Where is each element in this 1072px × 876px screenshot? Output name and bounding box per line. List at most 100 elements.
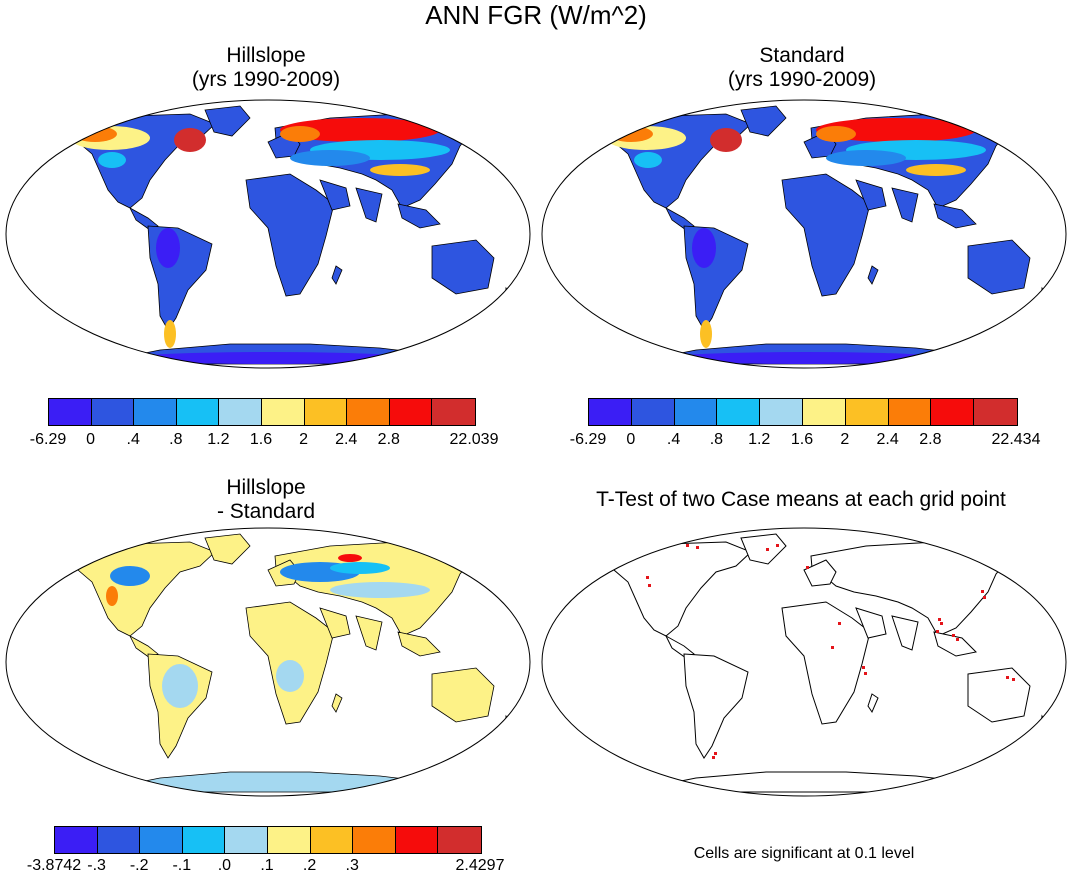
map-field-patch — [609, 126, 653, 142]
continent-arabia — [855, 179, 887, 211]
significant-cell — [938, 618, 941, 621]
continent-antarctica — [103, 771, 441, 793]
continent-seAsia — [397, 631, 441, 657]
continent-india — [355, 615, 383, 651]
continent-australia — [967, 667, 1031, 723]
colorbar-swatch — [888, 399, 932, 425]
colorbar-swatch — [91, 399, 135, 425]
map-field-patch — [280, 126, 320, 142]
colorbar-swatch — [304, 399, 348, 425]
colorbar-tick-label: 22.039 — [449, 431, 499, 448]
colorbar-swatch — [389, 399, 433, 425]
significant-cell — [646, 576, 649, 579]
continent-madagascar — [867, 693, 879, 714]
colorbar-swatch — [267, 827, 311, 853]
continent-africa — [245, 173, 335, 297]
colorbar-tick-label: 2 — [840, 431, 850, 448]
hillslope-title-line1: Hillslope — [226, 44, 306, 67]
colorbar-tick-label: 2.4 — [335, 431, 358, 448]
map-land-group — [605, 533, 1049, 793]
significant-cell — [838, 622, 841, 625]
continent-seAsia — [933, 631, 978, 657]
continent-arabia — [855, 607, 887, 639]
colorbar-tick-label: 0 — [626, 431, 636, 448]
colorbar-tick-label: .8 — [709, 431, 724, 448]
continent-seAsia — [397, 203, 441, 229]
continent-madagascar — [867, 265, 879, 285]
significant-cell — [766, 548, 769, 551]
colorbar-swatch — [182, 827, 226, 853]
colorbar-tick-label: -6.29 — [29, 431, 67, 448]
map-border — [5, 99, 531, 369]
significant-cell — [696, 546, 699, 549]
continent-africa — [781, 173, 871, 297]
colorbar-swatch — [974, 399, 1017, 425]
map-field-patch — [106, 586, 118, 606]
continent-antarctica — [639, 771, 978, 793]
significant-cell — [714, 752, 717, 755]
map-field-patch — [666, 352, 946, 364]
difference-map — [5, 527, 531, 797]
colorbar-swatch — [717, 399, 761, 425]
colorbar-swatch — [802, 399, 846, 425]
colorbar-swatch — [176, 399, 220, 425]
standard-panel-title: Standard (yrs 1990-2009) — [602, 44, 1002, 92]
difference-colorbar-ticks: -3.8742 -.3 -.2 -.1 .0 .1 .2 .3 2.4297 — [27, 856, 505, 876]
map-field-patch — [826, 150, 906, 166]
significant-cell — [862, 666, 865, 669]
map-field-patch — [692, 228, 716, 268]
map-field-patch — [164, 320, 176, 348]
colorbar-tick-label: .4 — [126, 431, 140, 448]
continent-india — [891, 187, 919, 223]
significant-cell — [806, 566, 809, 569]
map-field-patch — [816, 126, 856, 142]
map-field-patch — [110, 566, 150, 586]
colorbar-swatch — [760, 399, 803, 425]
map-land-group — [69, 533, 513, 793]
hillslope-colorbar — [48, 398, 476, 426]
standard-title-line1: Standard — [759, 44, 845, 67]
map-field-patch — [330, 582, 430, 598]
continent-seAsia — [933, 203, 977, 229]
colorbar-swatch — [97, 827, 141, 853]
colorbar-swatch — [589, 399, 632, 425]
colorbar-tick-label: -.2 — [129, 857, 149, 874]
continent-madagascar — [331, 693, 343, 713]
colorbar-swatch — [347, 399, 390, 425]
ttest-panel-title: T-Test of two Case means at each grid po… — [486, 488, 1072, 512]
continent-greenland — [204, 105, 251, 137]
colorbar-swatch — [631, 399, 675, 425]
map-field-patch — [162, 664, 198, 708]
continent-northAmerica — [69, 113, 216, 209]
map-field-patch — [370, 164, 430, 176]
standard-colorbar-ticks: -6.29 0 .4 .8 1.2 1.6 2 2.4 2.8 22.434 — [570, 430, 1041, 450]
colorbar-tick-label: 2.4297 — [455, 857, 505, 874]
significant-cell — [648, 584, 651, 587]
continent-northAmerica — [605, 541, 752, 637]
significant-cell — [1006, 676, 1009, 679]
colorbar-swatch — [432, 399, 475, 425]
colorbar-swatch — [134, 399, 177, 425]
ttest-title-text: T-Test of two Case means at each grid po… — [596, 488, 1006, 511]
colorbar-swatch — [49, 399, 92, 425]
map-field-patch — [906, 164, 966, 176]
colorbar-tick-label: -.1 — [172, 857, 192, 874]
colorbar-swatch — [55, 827, 98, 853]
continent-india — [891, 615, 919, 651]
significant-cell — [831, 646, 834, 649]
hillslope-panel-title: Hillslope (yrs 1990-2009) — [66, 44, 466, 92]
colorbar-tick-label: .2 — [302, 857, 317, 874]
colorbar-tick-label: 1.2 — [207, 431, 230, 448]
continent-arabia — [319, 607, 351, 639]
standard-title-line2: (yrs 1990-2009) — [727, 68, 877, 91]
continent-greenland — [204, 533, 251, 565]
colorbar-swatch — [219, 399, 262, 425]
colorbar-swatch — [310, 827, 354, 853]
significant-cell — [776, 544, 779, 547]
map-field-patch — [338, 554, 362, 562]
significant-cell — [956, 638, 959, 641]
colorbar-swatch — [438, 827, 481, 853]
map-field-patch — [130, 352, 410, 364]
continent-northAmerica — [69, 541, 216, 637]
continent-arabia — [319, 179, 351, 211]
